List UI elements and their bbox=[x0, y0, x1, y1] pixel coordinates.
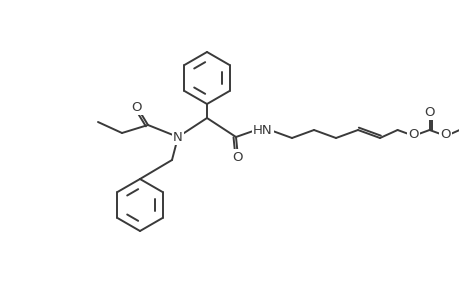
Text: O: O bbox=[232, 151, 243, 164]
Text: HN: HN bbox=[252, 124, 272, 136]
Text: O: O bbox=[408, 128, 418, 140]
Text: O: O bbox=[439, 128, 450, 140]
Text: O: O bbox=[424, 106, 434, 118]
Text: N: N bbox=[173, 130, 183, 143]
Text: O: O bbox=[131, 100, 142, 113]
